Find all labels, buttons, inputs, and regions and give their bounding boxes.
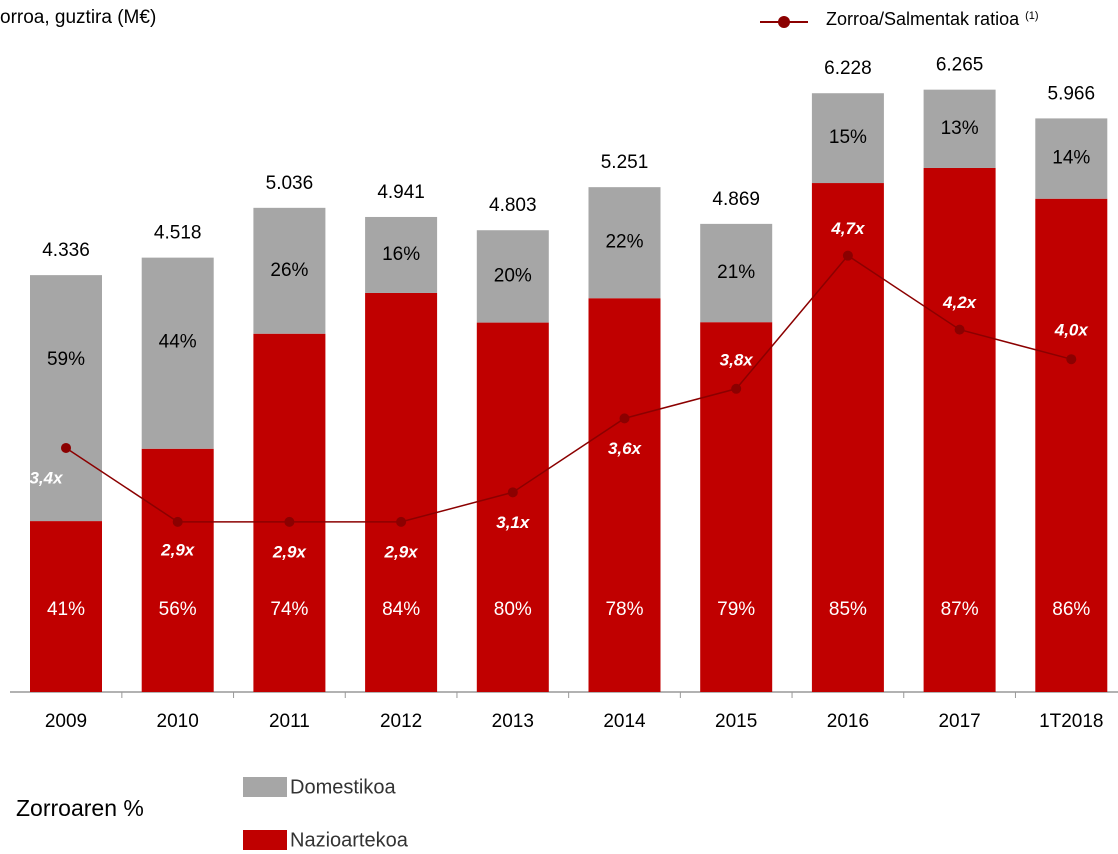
ratio-label: 4,0x [1054, 321, 1090, 340]
total-label: 5.966 [1048, 83, 1096, 104]
ratio-label: 4,7x [830, 219, 866, 238]
legend-swatch [243, 777, 287, 797]
bar-segment [923, 89, 996, 168]
value-label: 20% [494, 265, 532, 286]
x-tick-label: 2013 [492, 711, 534, 732]
legend-label: Domestikoa [290, 776, 396, 798]
ratio-point [507, 487, 518, 498]
ratio-label: 3,8x [720, 350, 755, 369]
total-label: 6.228 [824, 58, 872, 79]
value-label: 78% [605, 599, 643, 620]
x-tick-label: 2012 [380, 711, 422, 732]
ratio-point [284, 516, 295, 527]
value-label: 26% [270, 260, 308, 281]
value-label: 41% [47, 599, 85, 620]
total-label: 6.265 [936, 55, 984, 76]
legend-label: Zorroa/Salmentak ratioa [826, 9, 1020, 29]
bar-segment [588, 298, 661, 692]
total-label: 4.336 [42, 240, 90, 261]
x-tick-label: 2017 [938, 711, 980, 732]
bar-segment [141, 257, 214, 449]
ratio-point [731, 383, 742, 394]
value-label: 84% [382, 599, 420, 620]
value-label: 44% [159, 332, 197, 353]
value-label: 16% [382, 244, 420, 265]
bar-segment [30, 275, 102, 522]
bar-segment [1035, 118, 1108, 199]
ratio-point [954, 324, 965, 335]
x-tick-label: 2016 [827, 711, 869, 732]
value-label: 85% [829, 599, 867, 620]
ratio-label: 4,2x [942, 293, 978, 312]
ratio-label: 2,9x [272, 542, 308, 561]
bar-segment [476, 230, 549, 323]
ratio-point [619, 413, 630, 424]
value-label: 56% [159, 599, 197, 620]
ratio-label: 3,6x [608, 439, 643, 458]
total-label: 4.941 [377, 182, 425, 203]
value-label: 86% [1052, 599, 1090, 620]
total-label: 4.518 [154, 223, 202, 244]
value-label: 74% [270, 599, 308, 620]
bar-segment [811, 183, 884, 692]
legend-swatch [243, 830, 287, 850]
bar-segment [1035, 198, 1108, 692]
value-label: 59% [47, 349, 85, 370]
ratio-point [1066, 354, 1077, 365]
legend-label: Nazioartekoa [290, 829, 409, 851]
value-label: 15% [829, 127, 867, 148]
bar-segment [923, 167, 996, 692]
ratio-point [172, 516, 183, 527]
value-label: 80% [494, 599, 532, 620]
total-label: 4.803 [489, 195, 537, 216]
value-label: 22% [605, 232, 643, 253]
x-tick-label: 1T2018 [1039, 711, 1103, 732]
bar-segment [253, 333, 326, 692]
chart-title: orroa, guztira (M€) [0, 7, 156, 28]
x-tick-label: 2009 [45, 711, 87, 732]
bar-segment [700, 322, 773, 692]
bar-segment [588, 187, 661, 299]
x-tick-label: 2014 [603, 711, 646, 732]
ratio-point [61, 442, 71, 453]
bar-segment [811, 93, 884, 184]
bar-segment [365, 292, 438, 692]
value-label: 14% [1052, 148, 1090, 169]
bar-segment [253, 207, 326, 334]
total-label: 4.869 [712, 189, 760, 210]
ratio-point [396, 516, 407, 527]
ratio-label: 2,9x [384, 542, 420, 561]
ratio-label: 2,9x [160, 540, 196, 559]
value-label: 87% [941, 599, 979, 620]
ratio-point [842, 250, 853, 261]
x-tick-label: 2010 [157, 711, 199, 732]
total-label: 5.036 [266, 173, 314, 194]
bar-segment [476, 322, 549, 692]
value-label: 13% [941, 118, 979, 139]
bar-segment [700, 223, 773, 323]
ratio-label: 3,1x [496, 513, 531, 532]
legend-note: (1) [1025, 10, 1038, 22]
ratio-label: 3,4x [29, 468, 64, 487]
bar-segment [141, 448, 214, 692]
x-tick-label: 2015 [715, 711, 757, 732]
ratio-line [65, 254, 1072, 523]
legend-marker [778, 16, 790, 28]
bar-segment [365, 216, 438, 293]
x-tick-label: 2011 [269, 711, 310, 732]
value-label: 21% [717, 262, 755, 283]
legend-title: Zorroaren % [16, 795, 144, 821]
value-label: 79% [717, 599, 755, 620]
bar-segment [30, 521, 102, 692]
total-label: 5.251 [601, 152, 649, 173]
